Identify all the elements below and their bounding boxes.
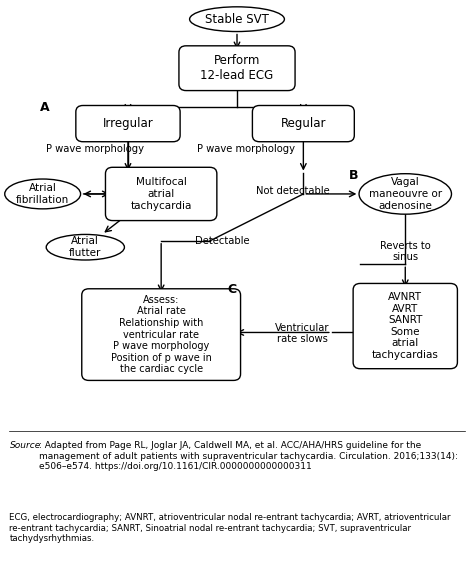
Text: : Adapted from Page RL, Joglar JA, Caldwell MA, et al. ACC/AHA/HRS guideline for: : Adapted from Page RL, Joglar JA, Caldw… [39,441,458,471]
Text: Ventricular
rate slows: Ventricular rate slows [275,323,329,344]
Text: Atrial
flutter: Atrial flutter [69,236,101,258]
Text: C: C [228,283,237,296]
Text: ECG, electrocardiography; AVNRT, atrioventricular nodal re-entrant tachycardia; : ECG, electrocardiography; AVNRT, atriove… [9,513,451,543]
Text: Not detectable: Not detectable [256,185,330,195]
Text: Regular: Regular [281,117,326,130]
FancyBboxPatch shape [252,105,354,142]
Text: P wave morphology: P wave morphology [46,144,144,154]
Text: Vagal
maneouvre or
adenosine: Vagal maneouvre or adenosine [369,177,442,211]
Text: AVNRT
AVRT
SANRT
Some
atrial
tachycardias: AVNRT AVRT SANRT Some atrial tachycardia… [372,292,439,360]
Text: P wave morphology: P wave morphology [198,144,295,154]
Text: Multifocal
atrial
tachycardia: Multifocal atrial tachycardia [130,177,192,211]
FancyBboxPatch shape [82,289,241,380]
Text: B: B [348,169,358,182]
Text: Reverts to
sinus: Reverts to sinus [380,241,431,262]
FancyBboxPatch shape [76,105,180,142]
Text: Stable SVT: Stable SVT [205,13,269,26]
Text: Assess:
Atrial rate
Relationship with
ventricular rate
P wave morphology
Positio: Assess: Atrial rate Relationship with ve… [111,295,211,374]
Text: Irregular: Irregular [102,117,154,130]
Text: Source: Source [9,441,41,450]
Ellipse shape [5,179,81,209]
Text: Atrial
fibrillation: Atrial fibrillation [16,183,69,204]
Text: Perform
12-lead ECG: Perform 12-lead ECG [201,54,273,82]
Ellipse shape [359,174,451,214]
FancyBboxPatch shape [106,167,217,221]
Text: A: A [40,101,50,114]
FancyBboxPatch shape [179,46,295,90]
FancyBboxPatch shape [353,283,457,369]
Ellipse shape [190,7,284,32]
Ellipse shape [46,234,124,260]
Text: Detectable: Detectable [195,236,250,246]
